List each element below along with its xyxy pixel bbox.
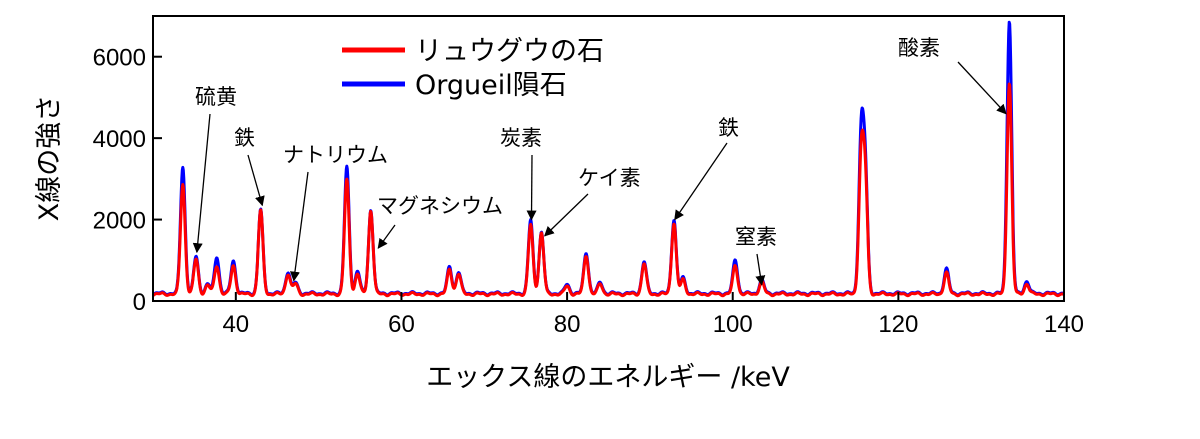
annotation-label: 窒素 bbox=[735, 225, 777, 249]
annotation-label: 鉄 bbox=[718, 116, 739, 140]
x-tick-label: 40 bbox=[222, 311, 249, 338]
x-tick-label: 80 bbox=[554, 311, 581, 338]
annotation-arrow bbox=[957, 61, 1007, 115]
legend-label-series-2: Orgueil隕石 bbox=[415, 70, 567, 101]
y-tick-label: 6000 bbox=[93, 45, 146, 72]
y-tick-label: 2000 bbox=[93, 208, 146, 235]
annotation-label: 炭素 bbox=[500, 126, 542, 150]
plot-frame bbox=[152, 15, 1065, 302]
annotation-arrow bbox=[247, 154, 265, 207]
annotation-arrow bbox=[544, 193, 589, 237]
x-tick-label: 120 bbox=[878, 311, 918, 338]
x-axis-title: エックス線のエネルギー /keV bbox=[426, 362, 790, 393]
annotation-arrow bbox=[526, 154, 537, 221]
x-tick-label: 100 bbox=[713, 311, 753, 338]
annotation-arrow bbox=[290, 171, 309, 282]
y-tick-label: 4000 bbox=[93, 126, 146, 153]
annotation-arrow bbox=[192, 113, 211, 254]
annotation-label: ケイ素 bbox=[578, 166, 641, 190]
series-lines bbox=[152, 20, 1065, 298]
annotation-arrow bbox=[674, 142, 728, 221]
annotation-label: 酸素 bbox=[898, 36, 940, 60]
y-axis-title: X線の強さ bbox=[34, 95, 65, 222]
x-tick-label: 140 bbox=[1044, 311, 1084, 338]
annotation-arrow bbox=[377, 224, 396, 249]
y-tick-label: 0 bbox=[133, 289, 146, 316]
x-tick-label: 60 bbox=[388, 311, 415, 338]
annotation-label: 鉄 bbox=[234, 126, 255, 150]
annotation-arrow bbox=[755, 253, 766, 286]
annotation-label: ナトリウム bbox=[283, 143, 388, 167]
annotation-label: マグネシウム bbox=[377, 194, 503, 218]
axis-ticks: 40 60 80 100 120 140 0 2000 4000 6000 bbox=[93, 45, 1084, 338]
series-line-1 bbox=[152, 82, 1065, 298]
legend: リュウグウの石 Orgueil隕石 bbox=[342, 36, 604, 101]
legend-label-series-1: リュウグウの石 bbox=[415, 36, 604, 67]
annotation-label: 硫黄 bbox=[195, 85, 237, 109]
